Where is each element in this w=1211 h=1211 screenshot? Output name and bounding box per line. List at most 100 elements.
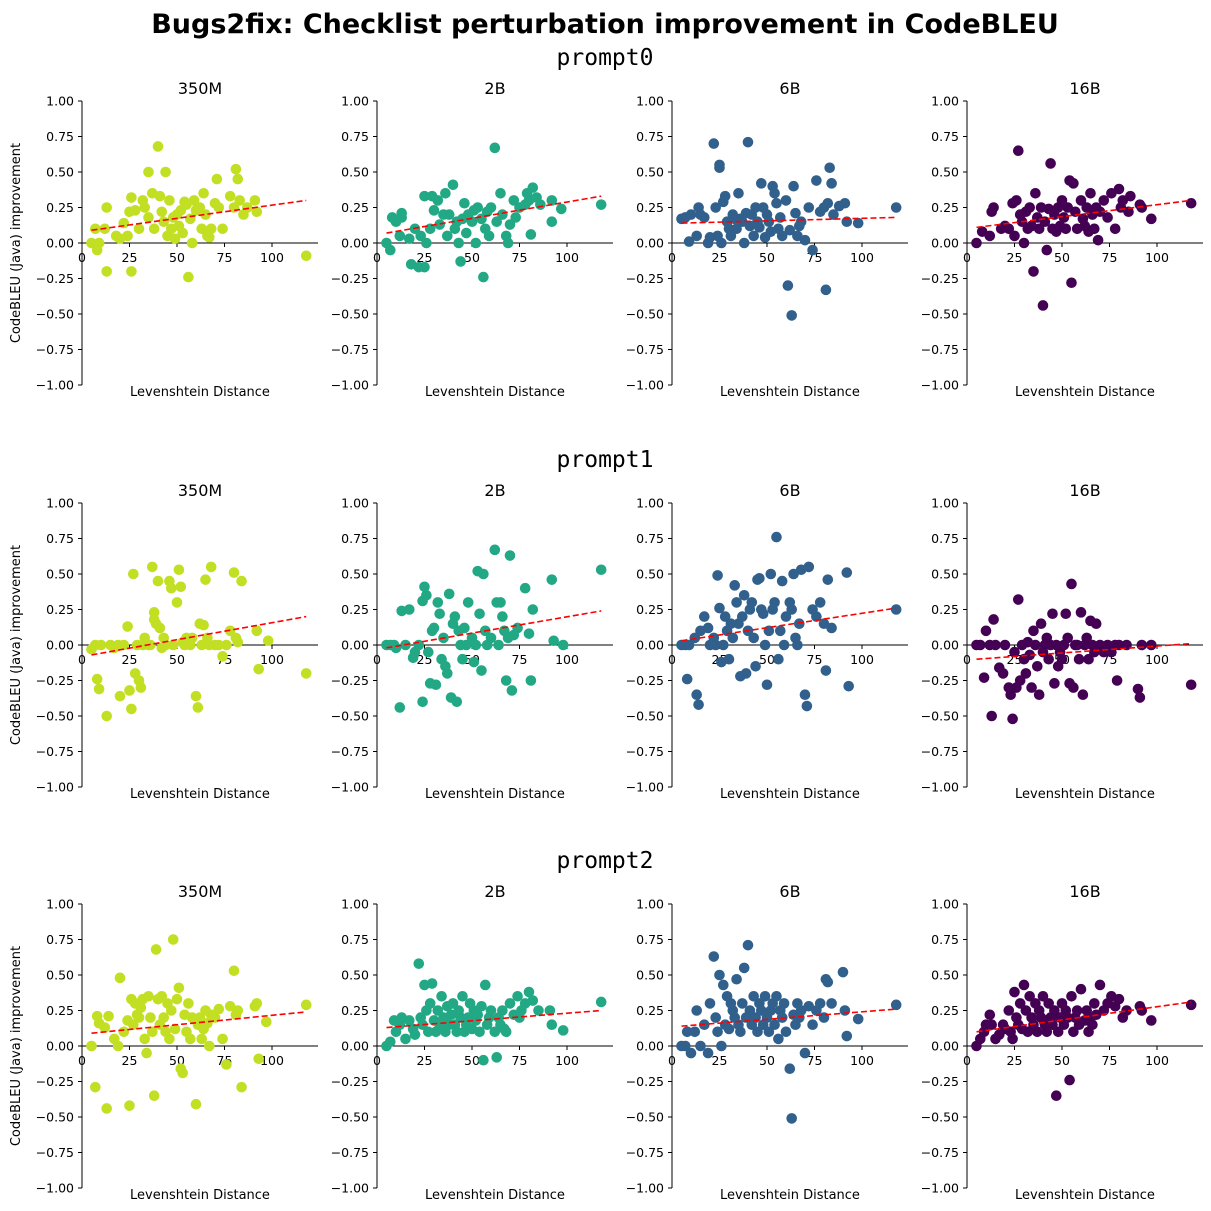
data-point bbox=[1014, 675, 1026, 686]
y-tick-label: 1.00 bbox=[636, 897, 664, 912]
data-point bbox=[424, 998, 436, 1009]
y-tick-label: −0.50 bbox=[626, 307, 664, 322]
data-point bbox=[173, 564, 185, 576]
x-tick-label: 0 bbox=[963, 250, 971, 265]
y-tick-label: 1.00 bbox=[341, 897, 369, 912]
x-tick-label: 0 bbox=[373, 250, 381, 265]
y-tick-label: 0.75 bbox=[341, 531, 369, 546]
data-point bbox=[476, 1000, 487, 1012]
y-tick-label: −0.75 bbox=[331, 342, 369, 357]
panel-title: 350M bbox=[178, 882, 222, 901]
data-point bbox=[124, 1100, 135, 1111]
data-point bbox=[1052, 1026, 1064, 1038]
data-point bbox=[719, 611, 731, 622]
data-point bbox=[1030, 639, 1041, 651]
data-point bbox=[1068, 1026, 1079, 1038]
y-tick-label: −0.25 bbox=[626, 1074, 664, 1089]
data-point bbox=[1060, 608, 1072, 620]
x-axis-label: Levenshtein Distance bbox=[130, 787, 270, 802]
data-point bbox=[1020, 1005, 1032, 1016]
data-point bbox=[217, 223, 228, 235]
data-point bbox=[300, 999, 312, 1011]
x-tick-label: 0 bbox=[668, 250, 676, 265]
data-point bbox=[799, 689, 811, 700]
data-point bbox=[714, 162, 725, 174]
data-point bbox=[1077, 689, 1089, 700]
data-point bbox=[595, 199, 607, 210]
data-point bbox=[185, 1033, 196, 1045]
data-point bbox=[890, 999, 902, 1011]
y-tick-label: −0.75 bbox=[331, 744, 369, 759]
y-tick-label: 0.50 bbox=[636, 567, 664, 582]
data-point bbox=[251, 998, 263, 1009]
data-point bbox=[419, 190, 430, 202]
data-point bbox=[194, 1012, 206, 1023]
data-point bbox=[814, 998, 826, 1009]
y-tick-label: −0.50 bbox=[331, 307, 369, 322]
data-point bbox=[771, 197, 782, 209]
data-point bbox=[99, 1022, 111, 1033]
y-tick-label: 0.50 bbox=[341, 165, 369, 180]
y-tick-label: 0.00 bbox=[341, 236, 369, 251]
data-point bbox=[1043, 653, 1054, 665]
data-point bbox=[680, 1040, 691, 1052]
data-point bbox=[595, 996, 607, 1008]
y-tick-label: −0.75 bbox=[36, 1145, 74, 1160]
data-point bbox=[828, 209, 839, 220]
data-point bbox=[546, 216, 558, 227]
data-point bbox=[133, 223, 145, 235]
data-point bbox=[232, 173, 244, 185]
y-tick-label: 0.25 bbox=[636, 602, 664, 617]
data-point bbox=[984, 1009, 996, 1021]
data-point bbox=[1083, 653, 1094, 665]
x-tick-label: 25 bbox=[122, 1053, 138, 1068]
data-point bbox=[1007, 713, 1018, 725]
y-tick-label: 0.50 bbox=[341, 968, 369, 983]
data-point bbox=[150, 944, 162, 955]
data-point bbox=[500, 675, 512, 686]
y-tick-label: 1.00 bbox=[636, 496, 664, 511]
data-point bbox=[190, 1098, 202, 1110]
data-point bbox=[1062, 1012, 1073, 1023]
data-point bbox=[434, 608, 446, 620]
data-point bbox=[211, 173, 223, 185]
panel-prompt2-2B: 2B 1.00 0.75 0.50 0.25 0.00 −0.25 −0.50 −0.75 −1.… bbox=[331, 882, 613, 1203]
data-point bbox=[474, 608, 485, 620]
data-point bbox=[472, 202, 484, 213]
data-point bbox=[101, 1103, 112, 1114]
panel-title: 16B bbox=[1069, 79, 1100, 98]
data-point bbox=[1003, 1005, 1015, 1016]
x-tick-label: 50 bbox=[169, 250, 185, 265]
data-point bbox=[756, 178, 767, 189]
data-point bbox=[457, 653, 468, 665]
data-point bbox=[135, 1002, 147, 1013]
x-tick-label: 75 bbox=[512, 652, 528, 667]
data-point bbox=[986, 1019, 997, 1030]
data-point bbox=[447, 998, 459, 1009]
y-tick-label: 0.00 bbox=[636, 1039, 664, 1054]
data-point bbox=[763, 216, 775, 227]
data-point bbox=[1113, 183, 1125, 195]
data-point bbox=[742, 939, 754, 951]
data-point bbox=[784, 1063, 796, 1075]
data-point bbox=[1003, 223, 1015, 235]
data-point bbox=[497, 611, 508, 622]
trend-line bbox=[386, 610, 602, 649]
x-tick-label: 75 bbox=[512, 250, 528, 265]
y-tick-label: 0.25 bbox=[341, 602, 369, 617]
data-point bbox=[90, 223, 101, 235]
data-point bbox=[128, 568, 139, 580]
data-point bbox=[442, 668, 453, 679]
data-point bbox=[807, 1019, 818, 1030]
data-point bbox=[474, 1026, 485, 1038]
x-tick-label: 50 bbox=[464, 1053, 480, 1068]
data-point bbox=[154, 190, 166, 202]
data-point bbox=[385, 1036, 396, 1048]
data-point bbox=[124, 685, 135, 696]
y-tick-label: −1.00 bbox=[626, 1181, 664, 1196]
y-tick-label: 0.00 bbox=[931, 1039, 959, 1054]
data-point bbox=[843, 680, 854, 692]
data-point bbox=[1007, 1033, 1018, 1045]
data-point bbox=[681, 1026, 693, 1038]
data-point bbox=[1056, 195, 1068, 206]
